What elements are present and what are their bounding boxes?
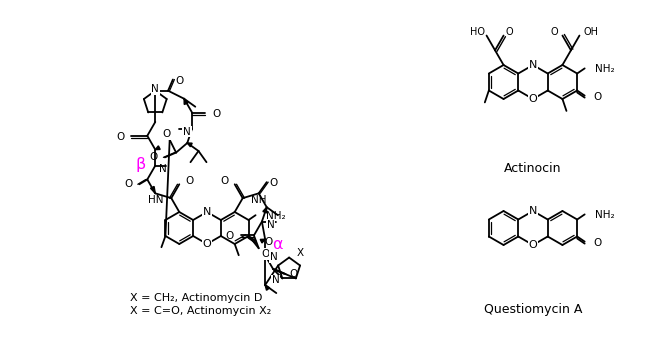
Text: HN: HN	[148, 195, 163, 205]
Text: NH₂: NH₂	[595, 210, 614, 220]
Text: O: O	[220, 176, 229, 186]
Polygon shape	[260, 239, 265, 243]
Text: X: X	[297, 248, 304, 257]
Text: O: O	[270, 178, 278, 188]
Text: HO: HO	[469, 27, 484, 36]
Text: X = C=O, Actinomycin X₂: X = C=O, Actinomycin X₂	[130, 306, 271, 316]
Text: α: α	[272, 237, 282, 252]
Text: N: N	[267, 220, 275, 229]
Text: N: N	[529, 206, 537, 216]
Text: O: O	[226, 232, 234, 241]
Text: NH: NH	[251, 195, 266, 205]
Text: Actinocin: Actinocin	[504, 161, 562, 175]
Polygon shape	[263, 207, 266, 213]
Text: O: O	[593, 92, 602, 101]
Text: N: N	[151, 84, 159, 94]
Text: O: O	[265, 237, 273, 247]
Text: O: O	[175, 75, 183, 86]
Polygon shape	[184, 99, 188, 104]
Text: N: N	[203, 207, 211, 217]
Text: O: O	[185, 176, 194, 186]
Text: O: O	[150, 152, 158, 162]
Text: N: N	[272, 275, 280, 285]
Polygon shape	[151, 186, 155, 193]
Text: O: O	[203, 239, 211, 249]
Text: O: O	[551, 27, 558, 36]
Polygon shape	[187, 143, 192, 147]
Polygon shape	[155, 146, 160, 150]
Text: O: O	[593, 238, 602, 248]
Text: O: O	[212, 109, 220, 119]
Text: X = CH₂, Actinomycin D: X = CH₂, Actinomycin D	[130, 293, 263, 303]
Text: N: N	[183, 127, 191, 136]
Text: N: N	[529, 60, 537, 70]
Text: Questiomycin A: Questiomycin A	[484, 304, 582, 316]
Text: NH₂: NH₂	[595, 64, 614, 74]
Text: O: O	[528, 240, 538, 250]
Text: OH: OH	[584, 27, 599, 36]
Text: O: O	[528, 94, 538, 104]
Text: β: β	[135, 157, 146, 172]
Text: O: O	[262, 249, 270, 259]
Text: O: O	[506, 27, 514, 36]
Text: O: O	[162, 129, 171, 139]
Text: O: O	[116, 132, 124, 142]
Text: O: O	[289, 269, 298, 279]
Text: O: O	[124, 179, 133, 189]
Text: N: N	[159, 164, 167, 174]
Text: NH₂: NH₂	[266, 211, 285, 221]
Text: N: N	[270, 252, 278, 262]
Polygon shape	[265, 285, 270, 290]
